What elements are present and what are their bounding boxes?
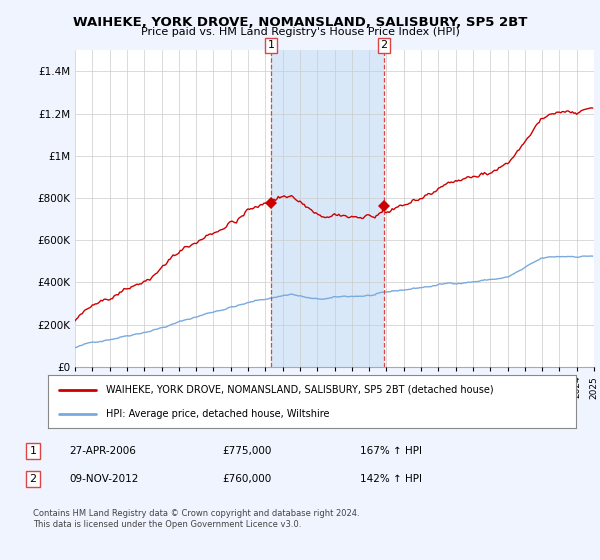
Text: 167% ↑ HPI: 167% ↑ HPI [360,446,422,456]
Text: 142% ↑ HPI: 142% ↑ HPI [360,474,422,484]
Text: WAIHEKE, YORK DROVE, NOMANSLAND, SALISBURY, SP5 2BT (detached house): WAIHEKE, YORK DROVE, NOMANSLAND, SALISBU… [106,385,494,395]
Bar [271,50,384,367]
Text: HPI: Average price, detached house, Wiltshire: HPI: Average price, detached house, Wilt… [106,409,329,419]
Text: 1: 1 [268,40,274,50]
Text: WAIHEKE, YORK DROVE, NOMANSLAND, SALISBURY, SP5 2BT: WAIHEKE, YORK DROVE, NOMANSLAND, SALISBU… [73,16,527,29]
Text: 27-APR-2006: 27-APR-2006 [69,446,136,456]
Text: £775,000: £775,000 [222,446,271,456]
Text: This data is licensed under the Open Government Licence v3.0.: This data is licensed under the Open Gov… [33,520,301,529]
Text: 2: 2 [380,40,388,50]
Text: Price paid vs. HM Land Registry's House Price Index (HPI): Price paid vs. HM Land Registry's House … [140,27,460,37]
Text: Contains HM Land Registry data © Crown copyright and database right 2024.: Contains HM Land Registry data © Crown c… [33,509,359,518]
Text: 1: 1 [29,446,37,456]
Text: 09-NOV-2012: 09-NOV-2012 [69,474,139,484]
Text: £760,000: £760,000 [222,474,271,484]
Text: 2: 2 [29,474,37,484]
